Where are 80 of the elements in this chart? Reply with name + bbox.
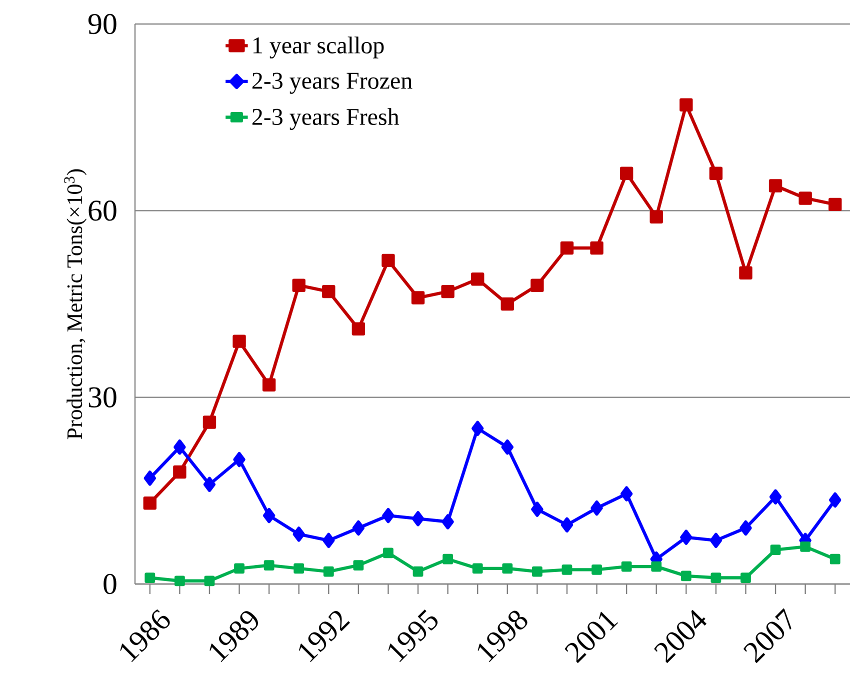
point [383,548,394,558]
point [412,566,424,577]
point [382,254,395,268]
point [294,563,304,574]
legend-label: 1 year scallop [253,36,384,58]
point [651,561,662,572]
y-tick-label: 90 [88,14,116,34]
point [828,198,842,212]
point [203,476,216,492]
point [562,564,572,575]
point [680,530,692,545]
point [620,166,634,180]
point [739,266,752,280]
point [234,563,244,574]
point [174,576,185,586]
point [829,492,842,508]
point [830,554,840,564]
point [501,440,514,455]
point [353,560,364,571]
legend-label: 2-3 years Fresh [252,108,400,130]
point [442,514,454,530]
point [472,420,484,436]
legend-label: 2-3 years Frozen [252,72,412,94]
point [262,508,276,524]
point [680,98,693,112]
point [650,210,663,224]
point [768,179,782,192]
point [560,517,574,532]
point [322,532,335,548]
point [322,284,336,298]
point [740,520,752,536]
point [710,532,722,548]
point [144,572,156,583]
point [262,378,276,392]
point [352,520,365,536]
point [323,566,334,577]
point [233,452,246,468]
point [174,440,186,455]
point [769,489,782,504]
point [382,508,394,524]
y-tick-label: 60 [88,200,116,221]
point [500,297,514,311]
point [798,192,812,205]
point [471,272,484,286]
point [800,541,811,552]
x-tick-label: 1989 [210,611,258,662]
point [144,470,156,486]
point [502,563,513,574]
point [590,500,603,516]
point [352,322,366,336]
point [204,576,215,586]
point [620,486,633,502]
point [411,291,425,304]
point [472,563,483,574]
point [532,566,542,577]
y-tick-label: 0 [104,574,116,594]
x-tick-label: 1992 [298,610,350,662]
point [621,561,632,572]
point [709,166,723,180]
point [592,564,602,575]
point [412,511,424,526]
point [590,241,604,255]
point [441,284,454,298]
point [264,560,274,571]
point [232,334,246,348]
y-axis-title: Production, Metric Tons(×10$^{3}$) [64,169,87,440]
point [680,570,692,582]
point [740,572,751,583]
point [531,502,544,517]
point [770,544,781,555]
point [143,496,156,510]
point [560,241,574,255]
point [292,526,305,542]
point [292,278,306,292]
point [173,465,186,479]
point [442,554,454,564]
point [202,416,216,429]
point [530,278,544,292]
y-tick-label: 30 [88,387,116,408]
point [710,572,722,583]
